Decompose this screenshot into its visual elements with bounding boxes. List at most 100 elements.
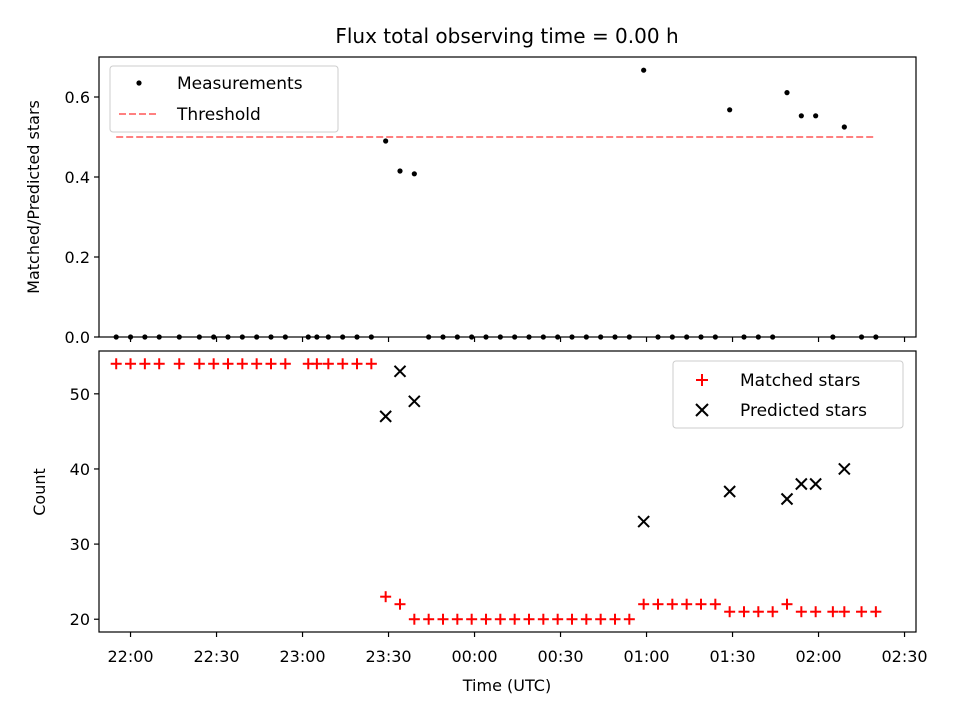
matched-star-point bbox=[208, 358, 220, 370]
matched-star-point bbox=[437, 613, 449, 625]
matched-star-point bbox=[509, 613, 521, 625]
top-y-tick-label: 0.4 bbox=[65, 168, 90, 187]
measurement-point bbox=[211, 334, 217, 340]
matched-star-point bbox=[552, 613, 564, 625]
bottom-axes-frame bbox=[98, 350, 917, 633]
legend-measurements-label: Measurements bbox=[177, 74, 303, 94]
measurement-point bbox=[497, 334, 503, 340]
measurement-point bbox=[641, 67, 647, 73]
measurement-point bbox=[142, 334, 148, 340]
matched-star-point bbox=[580, 613, 592, 625]
matched-star-point bbox=[695, 598, 707, 610]
x-tick-label: 00:30 bbox=[537, 647, 583, 666]
measurement-point bbox=[397, 168, 403, 174]
legend-matched-marker bbox=[696, 374, 708, 386]
matched-star-point bbox=[351, 358, 363, 370]
top-chart-title: Flux total observing time = 0.00 h bbox=[335, 24, 678, 48]
matched-star-point bbox=[795, 606, 807, 618]
top-legend-frame bbox=[109, 65, 339, 133]
measurement-point bbox=[598, 334, 604, 340]
predicted-star-point bbox=[393, 365, 407, 378]
matched-star-point bbox=[451, 613, 463, 625]
matched-star-point bbox=[623, 613, 635, 625]
bottom-y-axis-label: Count bbox=[30, 468, 49, 516]
legend-matched-label: Matched stars bbox=[740, 371, 860, 391]
matched-star-point bbox=[566, 613, 578, 625]
matched-star-point bbox=[709, 598, 721, 610]
measurement-point bbox=[784, 90, 790, 96]
measurement-point bbox=[813, 113, 819, 119]
matched-star-point bbox=[781, 598, 793, 610]
measurement-point bbox=[314, 334, 320, 340]
measurement-point bbox=[354, 334, 360, 340]
matched-star-point bbox=[139, 358, 151, 370]
measurement-point bbox=[268, 334, 274, 340]
matched-star-point bbox=[767, 606, 779, 618]
matched-star-point bbox=[494, 613, 506, 625]
measurement-point bbox=[383, 138, 389, 144]
matched-star-point bbox=[110, 358, 122, 370]
matched-star-point bbox=[595, 613, 607, 625]
bottom-y-tick-label: 50 bbox=[70, 385, 90, 404]
bottom-legend-frame bbox=[672, 360, 904, 429]
predicted-star-point bbox=[780, 492, 794, 506]
measurement-point bbox=[254, 334, 260, 340]
matched-star-point bbox=[394, 598, 406, 610]
measurement-point bbox=[583, 334, 589, 340]
matched-star-point bbox=[652, 598, 664, 610]
predicted-star-point bbox=[723, 485, 736, 498]
measurement-point bbox=[368, 334, 374, 340]
measurement-point bbox=[741, 334, 747, 340]
predicted-star-point bbox=[379, 410, 392, 423]
measurement-point bbox=[798, 113, 804, 119]
measurement-point bbox=[282, 334, 288, 340]
measurement-point bbox=[454, 334, 460, 340]
measurement-point bbox=[426, 334, 432, 340]
predicted-star-point bbox=[838, 462, 851, 476]
legend-predicted-label: Predicted stars bbox=[740, 401, 867, 421]
matched-star-point bbox=[609, 613, 621, 625]
top-legend: Measurements Threshold bbox=[109, 65, 339, 133]
measurement-point bbox=[411, 171, 417, 177]
x-tick-label: 02:00 bbox=[795, 647, 841, 666]
measurement-point bbox=[176, 334, 182, 340]
matched-star-point bbox=[251, 358, 263, 370]
bottom-y-tick-label: 20 bbox=[70, 610, 90, 629]
matched-star-point bbox=[337, 358, 349, 370]
matched-star-point bbox=[236, 358, 248, 370]
measurement-point bbox=[712, 334, 718, 340]
predicted-star-point bbox=[795, 477, 808, 491]
measurement-point bbox=[569, 334, 575, 340]
matched-star-point bbox=[193, 358, 205, 370]
x-tick-label: 00:00 bbox=[451, 647, 497, 666]
matched-star-point bbox=[738, 606, 750, 618]
matched-star-point bbox=[423, 613, 435, 625]
matched-star-point bbox=[681, 598, 693, 610]
x-tick-label: 02:30 bbox=[881, 647, 927, 666]
legend-measurements-marker bbox=[136, 80, 142, 86]
x-tick-label: 01:00 bbox=[623, 647, 669, 666]
matched-star-point bbox=[408, 613, 420, 625]
measurement-point bbox=[526, 334, 532, 340]
bottom-axes: 20 30 40 50 22:00 22:30 23:00 23:30 00:00 00:30 01… bbox=[70, 350, 928, 666]
bottom-y-tick-label: 40 bbox=[70, 460, 90, 479]
x-tick-label: 22:30 bbox=[193, 647, 239, 666]
x-tick-label: 22:00 bbox=[107, 647, 153, 666]
measurement-point bbox=[830, 334, 836, 340]
measurement-point bbox=[873, 334, 879, 340]
matched-star-point bbox=[856, 606, 868, 618]
measurement-point bbox=[239, 334, 245, 340]
measurement-point bbox=[612, 334, 618, 340]
measurement-point bbox=[858, 334, 865, 340]
measurement-point bbox=[440, 334, 446, 340]
measurement-point bbox=[770, 334, 776, 340]
top-y-tick-label: 0.6 bbox=[65, 88, 90, 107]
top-y-tick-label: 0.0 bbox=[65, 328, 90, 347]
matched-star-point bbox=[827, 606, 839, 618]
x-tick-label: 01:30 bbox=[709, 647, 755, 666]
legend-predicted-marker bbox=[695, 403, 709, 417]
matched-star-point bbox=[222, 358, 234, 370]
measurement-point bbox=[340, 334, 346, 340]
measurement-point bbox=[727, 107, 733, 113]
predicted-star-point bbox=[408, 395, 421, 408]
